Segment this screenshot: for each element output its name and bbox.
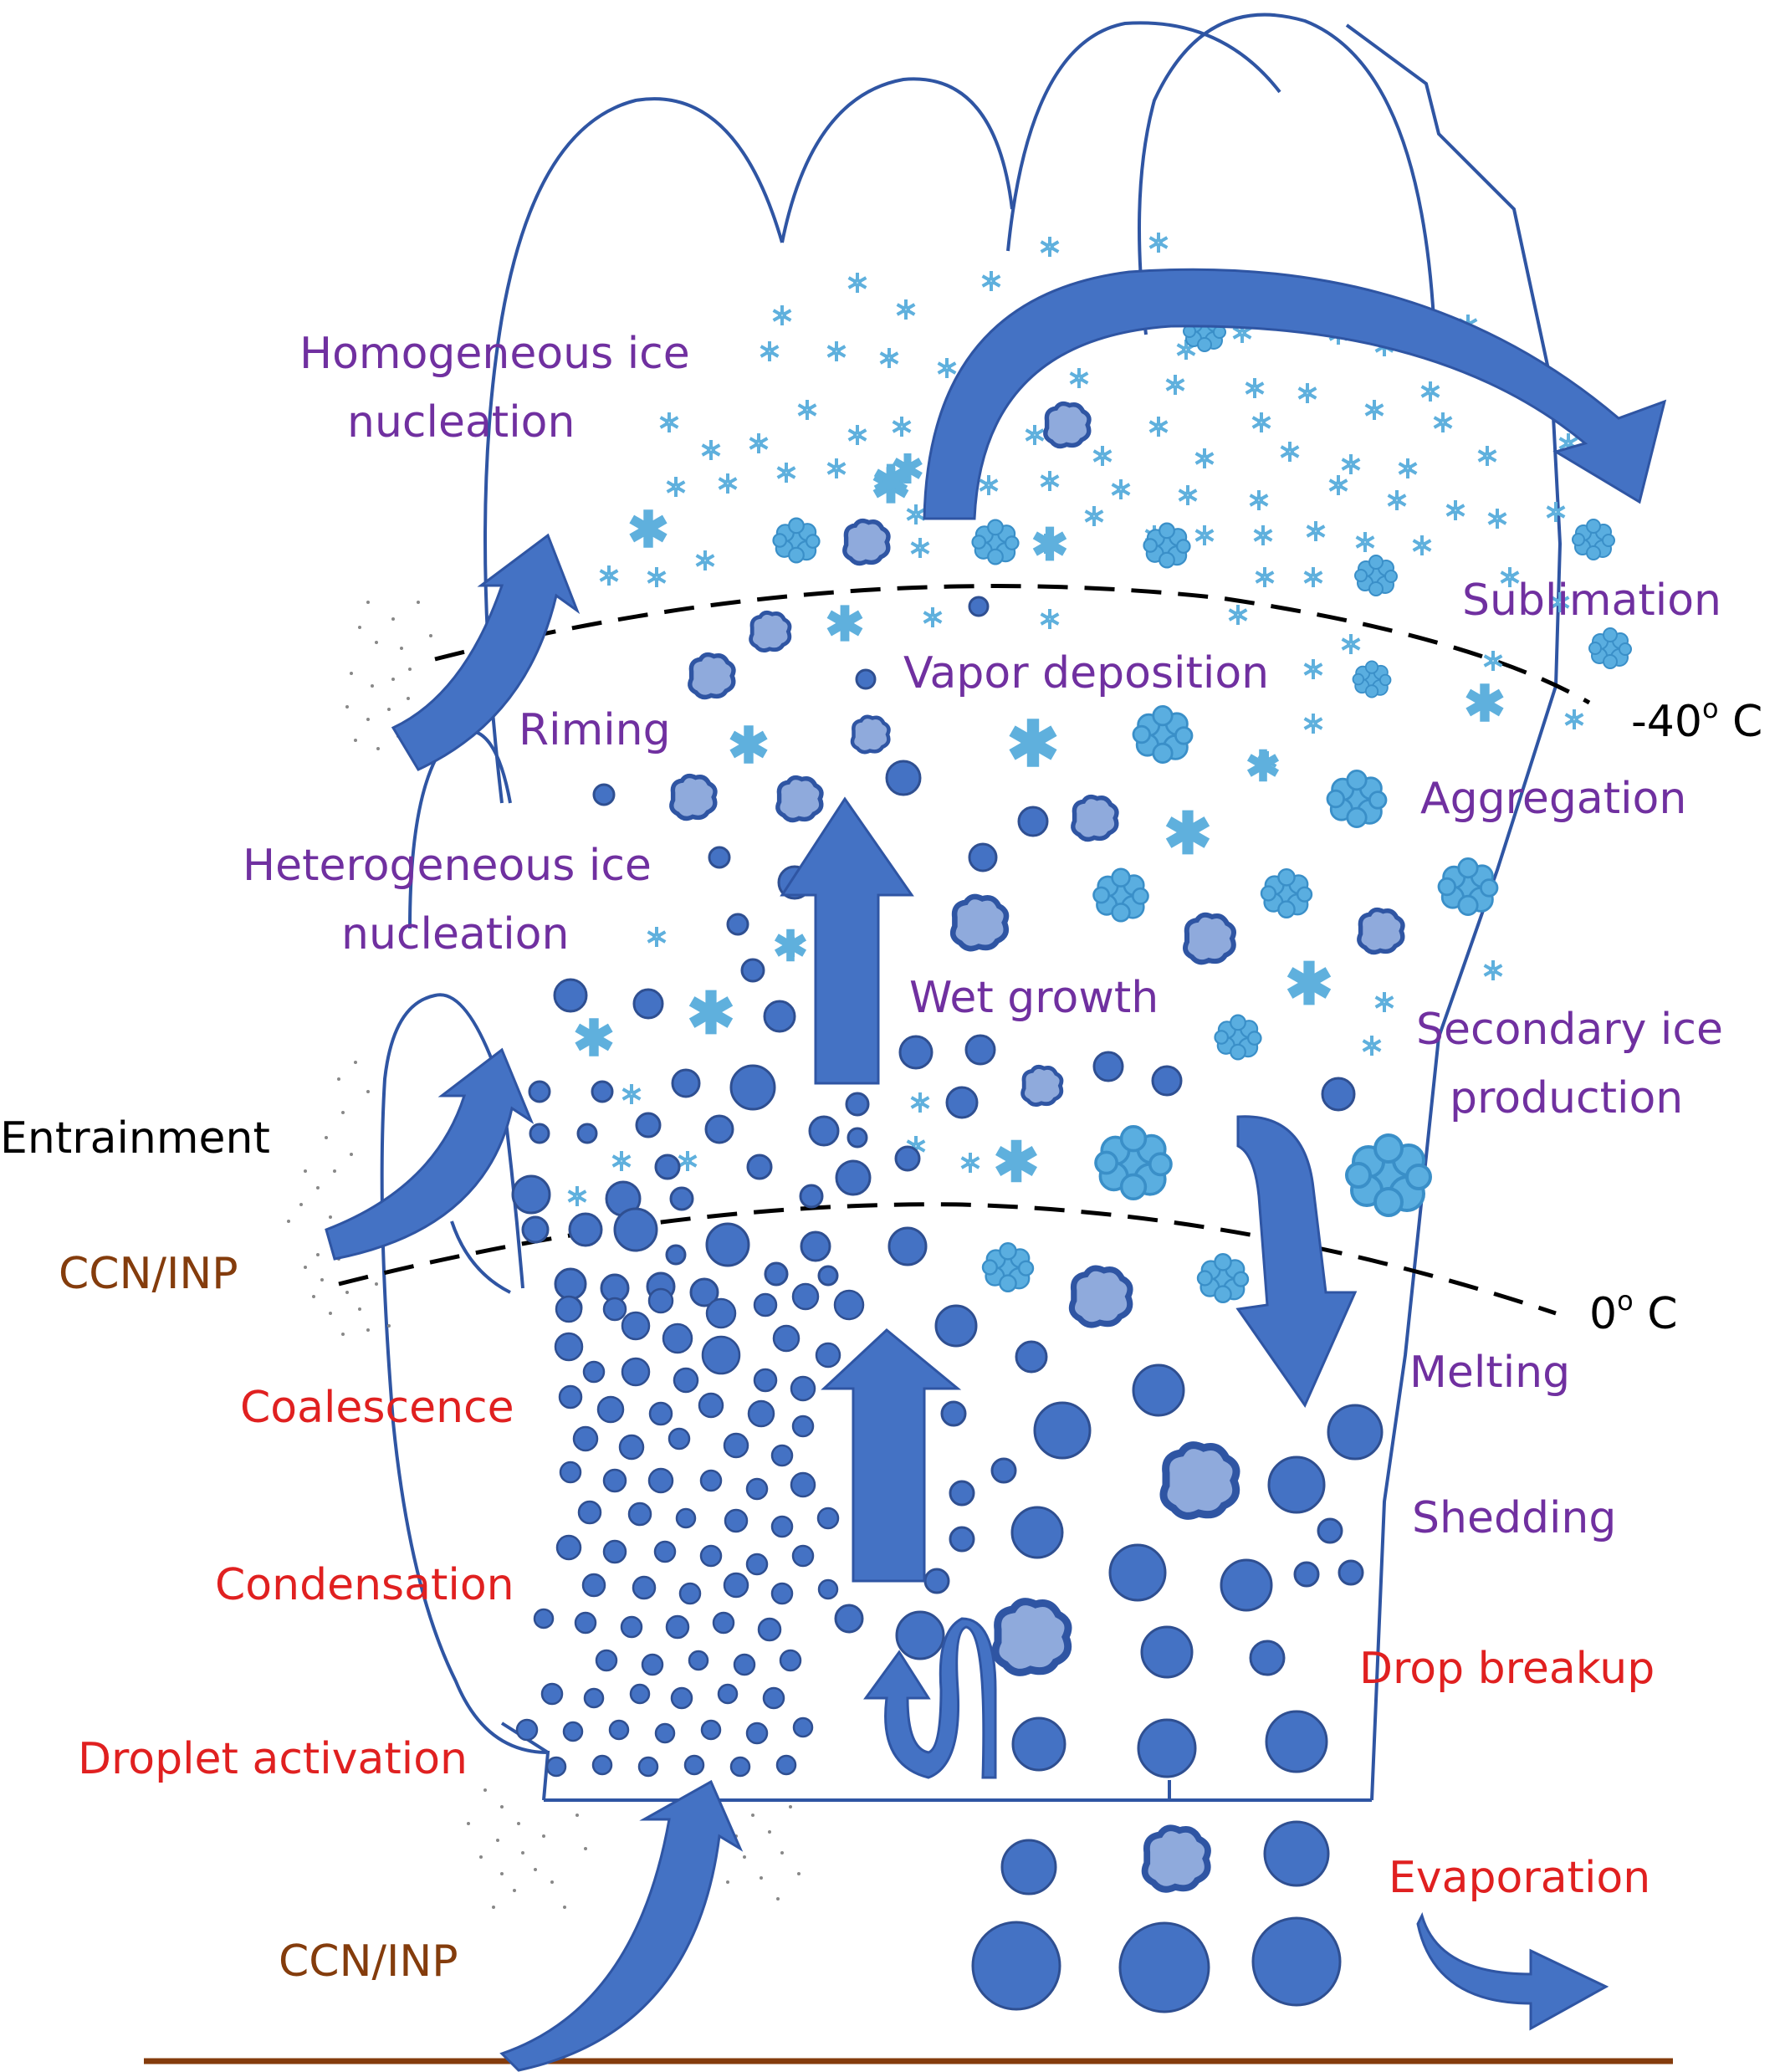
label-condensation: Condensation — [215, 1560, 514, 1610]
arrow-inflow-bottom — [499, 1779, 744, 2072]
arrow-coalescence-up — [821, 1328, 962, 1583]
arrow-recirculation — [863, 1617, 997, 1779]
aerosol-particles — [287, 601, 800, 1909]
arrow-wet-growth — [780, 796, 914, 1085]
label-homogeneous-2: nucleation — [347, 397, 575, 448]
label-melting: Melting — [1409, 1348, 1570, 1398]
zero-value: 0 — [1589, 1289, 1617, 1339]
minus40-value: -40 — [1631, 697, 1702, 747]
label-homogeneous-1: Homogeneous ice — [299, 329, 690, 379]
label-vapor-deposition: Vapor deposition — [903, 648, 1269, 698]
label-droplet-activation: Droplet activation — [78, 1734, 468, 1784]
label-aggregation: Aggregation — [1420, 774, 1686, 824]
minus40-degree: o — [1702, 693, 1719, 724]
label-ccn-inp-mid: CCN/INP — [59, 1249, 238, 1299]
label-ccn-inp-bottom: CCN/INP — [279, 1936, 458, 1987]
zero-unit: C — [1634, 1289, 1678, 1339]
arrow-evaporation — [1416, 1911, 1609, 2031]
arrow-heterogeneous — [325, 1047, 535, 1261]
arrow-melting — [1235, 1115, 1358, 1409]
label-zero: 0o C — [1589, 1285, 1678, 1339]
liquid-drops — [511, 596, 1384, 2013]
label-secondary-1: Secondary ice — [1416, 1005, 1723, 1055]
label-secondary-2: production — [1450, 1073, 1683, 1123]
label-heterogeneous-1: Heterogeneous ice — [243, 841, 652, 891]
zero-degree: o — [1617, 1285, 1634, 1317]
label-coalescence: Coalescence — [240, 1383, 514, 1433]
label-shedding: Shedding — [1412, 1493, 1616, 1543]
label-entrainment: Entrainment — [0, 1113, 270, 1164]
label-wet-growth: Wet growth — [909, 973, 1159, 1023]
process-labels: Homogeneous ice nucleation Sublimation V… — [0, 329, 1762, 1987]
process-arrows — [325, 268, 1667, 2072]
ice-crystals — [566, 231, 1585, 1208]
arrow-homogeneous — [391, 533, 581, 771]
label-evaporation: Evaporation — [1389, 1853, 1650, 1903]
cloud-droplets — [515, 1282, 865, 1778]
isotherm-minus40 — [434, 584, 1591, 705]
minus40-unit: C — [1719, 697, 1763, 747]
label-heterogeneous-2: nucleation — [341, 909, 569, 959]
label-drop-breakup: Drop breakup — [1359, 1644, 1655, 1694]
arrow-top-curve — [923, 268, 1667, 520]
label-sublimation: Sublimation — [1462, 576, 1721, 626]
label-riming: Riming — [519, 705, 671, 755]
label-minus40: -40o C — [1631, 693, 1762, 747]
